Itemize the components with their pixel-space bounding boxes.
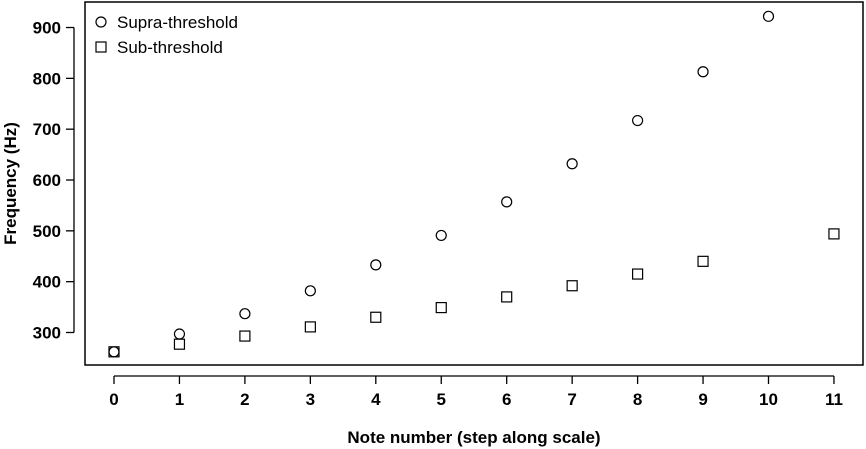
x-tick-label: 11: [825, 390, 843, 409]
y-tick-label: 500: [33, 222, 61, 241]
x-tick-label: 1: [175, 390, 184, 409]
sub-threshold-point: [370, 311, 382, 323]
y-axis-title: Frequency (Hz): [1, 122, 20, 245]
sub-threshold-point: [828, 228, 840, 240]
supra-threshold-point: [304, 285, 316, 297]
x-axis: 0 1 2 3 4 5 6 7 8 9 10 11: [109, 375, 843, 409]
sub-threshold-point: [108, 346, 120, 358]
supra-threshold-point: [370, 259, 382, 271]
sub-threshold-point: [173, 338, 186, 350]
y-tick-label: 300: [33, 324, 61, 343]
sub-threshold-point: [631, 268, 644, 280]
x-tick-label: 0: [109, 390, 118, 409]
legend: Supra-threshold Sub-threshold: [95, 13, 238, 57]
supra-threshold-point: [501, 196, 513, 208]
x-tick-label: 4: [371, 390, 381, 409]
sub-threshold-point: [304, 321, 316, 333]
y-tick-label: 800: [33, 69, 61, 88]
supra-threshold-point: [108, 346, 120, 358]
sub-threshold-point: [435, 301, 447, 314]
legend-label-sub: Sub-threshold: [117, 38, 223, 57]
x-tick-label: 6: [502, 390, 511, 409]
legend-square-marker: [95, 41, 107, 53]
x-axis-title: Note number (step along scale): [347, 428, 600, 447]
y-tick-label: 400: [33, 273, 61, 292]
legend-label-supra: Supra-threshold: [117, 13, 238, 32]
x-tick-label: 8: [633, 390, 642, 409]
y-tick-label: 900: [33, 19, 61, 38]
sub-threshold-point: [566, 280, 578, 292]
plot-frame: [84, 1, 864, 366]
sub-threshold-point: [697, 255, 709, 267]
supra-threshold-point: [566, 158, 578, 170]
x-tick-label: 3: [306, 390, 315, 409]
x-tick-label: 9: [698, 390, 707, 409]
sub-threshold-point: [239, 330, 251, 342]
legend-circle-marker: [95, 16, 107, 28]
supra-threshold-point: [173, 328, 186, 340]
supra-threshold-point: [631, 114, 644, 127]
data-points: [108, 10, 840, 358]
y-tick-label: 600: [33, 171, 61, 190]
x-tick-label: 5: [437, 390, 446, 409]
x-tick-label: 7: [567, 390, 576, 409]
supra-threshold-point: [697, 66, 709, 78]
supra-threshold-point: [762, 10, 775, 22]
sub-threshold-point: [501, 291, 513, 303]
y-axis: 300 400 500 600 700 800 900: [33, 19, 75, 343]
supra-threshold-point: [435, 229, 447, 242]
x-tick-label: 2: [240, 390, 249, 409]
y-tick-label: 700: [33, 120, 61, 139]
supra-threshold-point: [239, 308, 251, 320]
x-tick-label: 10: [759, 390, 778, 409]
